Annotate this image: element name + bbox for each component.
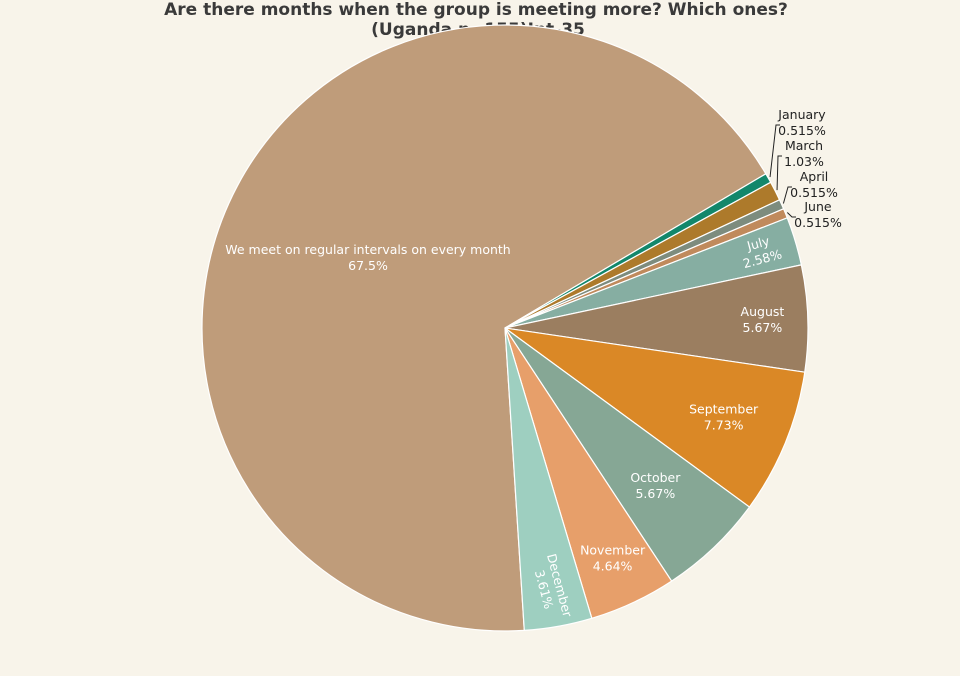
slice-label-june: June 0.515% [794, 199, 842, 230]
slice-label-we-meet-on-regular-intervals-on-every-month: We meet on regular intervals on every mo… [225, 242, 510, 273]
slice-labels: We meet on regular intervals on every mo… [225, 107, 842, 619]
pie-slice-september[interactable] [504, 327, 806, 508]
slice-label-october: October 5.67% [630, 470, 681, 501]
slice-label-september: September 7.73% [689, 402, 759, 433]
pie-slice-we-meet-on-regular-intervals-on-every-month[interactable] [201, 24, 767, 632]
pie-slices [201, 24, 809, 632]
pie-slice-december[interactable] [504, 327, 593, 632]
label-leader-lines [769, 124, 796, 218]
leader-line-june [786, 212, 796, 218]
chart-title-line-1: Are there months when the group is meeti… [164, 0, 788, 20]
leader-line-january [769, 124, 780, 178]
slice-label-november: November 4.64% [580, 543, 646, 574]
leader-line-march [776, 155, 782, 191]
slice-label-april: April 0.515% [790, 169, 838, 200]
leader-line-april [782, 186, 792, 204]
slice-label-march: March 1.03% [784, 138, 824, 169]
slice-label-january: January 0.515% [777, 107, 826, 138]
slice-label-august: August 5.67% [741, 304, 785, 335]
